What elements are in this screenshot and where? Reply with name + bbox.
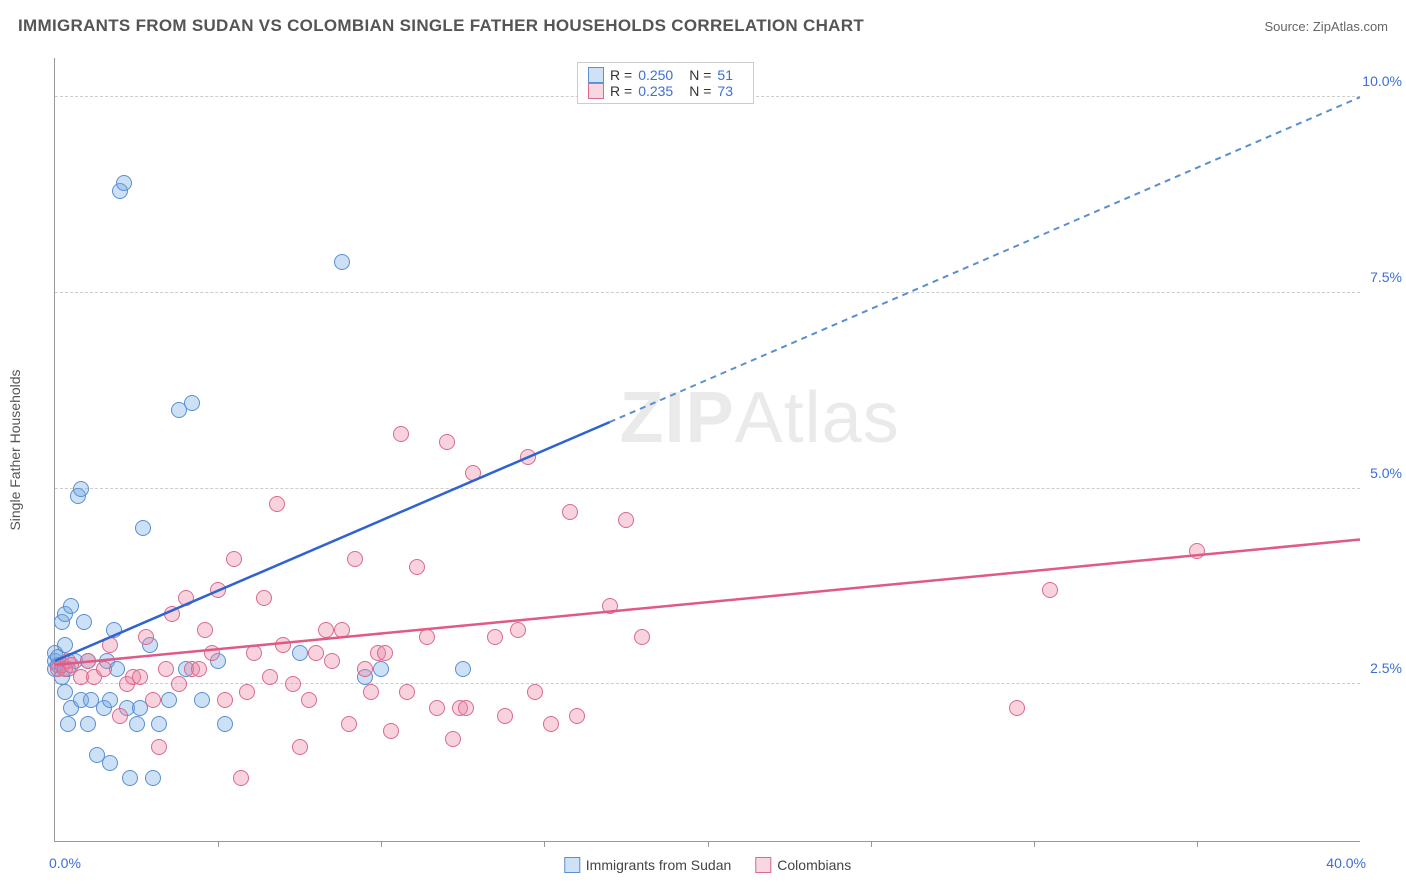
stats-legend-row: R = 0.250 N = 51 bbox=[588, 67, 743, 83]
scatter-chart: Single Father Households 0.0% 40.0% ZIPA… bbox=[54, 58, 1360, 842]
stats-legend-row: R = 0.235 N = 73 bbox=[588, 83, 743, 99]
stats-legend: R = 0.250 N = 51 R = 0.235 N = 73 bbox=[577, 62, 754, 104]
regression-line bbox=[55, 422, 610, 661]
series-legend: Immigrants from Sudan Colombians bbox=[564, 857, 851, 873]
x-tick bbox=[544, 841, 545, 847]
regression-line bbox=[55, 540, 1360, 665]
legend-label: Immigrants from Sudan bbox=[586, 857, 732, 873]
stat-r-label: R = bbox=[610, 67, 632, 83]
x-axis-max-label: 40.0% bbox=[1326, 855, 1366, 871]
x-tick bbox=[218, 841, 219, 847]
y-tick-label: 10.0% bbox=[1362, 73, 1402, 89]
stat-n-label: N = bbox=[689, 67, 711, 83]
stat-r-value: 0.250 bbox=[638, 67, 673, 83]
legend-item: Colombians bbox=[755, 857, 851, 873]
x-axis-min-label: 0.0% bbox=[49, 855, 81, 871]
y-tick-label: 5.0% bbox=[1370, 465, 1402, 481]
x-tick bbox=[708, 841, 709, 847]
y-axis-label: Single Father Households bbox=[7, 369, 23, 530]
legend-swatch bbox=[564, 857, 580, 873]
stat-n-label: N = bbox=[689, 83, 711, 99]
stat-n-value: 51 bbox=[717, 67, 733, 83]
legend-swatch bbox=[588, 83, 604, 99]
stat-n-value: 73 bbox=[717, 83, 733, 99]
regression-line-extrapolated bbox=[610, 97, 1360, 422]
chart-title: IMMIGRANTS FROM SUDAN VS COLOMBIAN SINGL… bbox=[18, 16, 864, 36]
legend-swatch bbox=[755, 857, 771, 873]
x-tick bbox=[381, 841, 382, 847]
x-tick bbox=[1034, 841, 1035, 847]
y-tick-label: 2.5% bbox=[1370, 660, 1402, 676]
source-attribution: Source: ZipAtlas.com bbox=[1264, 19, 1388, 34]
stat-r-label: R = bbox=[610, 83, 632, 99]
legend-item: Immigrants from Sudan bbox=[564, 857, 732, 873]
x-tick bbox=[1197, 841, 1198, 847]
y-tick-label: 7.5% bbox=[1370, 269, 1402, 285]
legend-label: Colombians bbox=[777, 857, 851, 873]
x-tick bbox=[871, 841, 872, 847]
legend-swatch bbox=[588, 67, 604, 83]
regression-lines bbox=[55, 58, 1360, 841]
chart-header: IMMIGRANTS FROM SUDAN VS COLOMBIAN SINGL… bbox=[18, 16, 1388, 36]
stat-r-value: 0.235 bbox=[638, 83, 673, 99]
